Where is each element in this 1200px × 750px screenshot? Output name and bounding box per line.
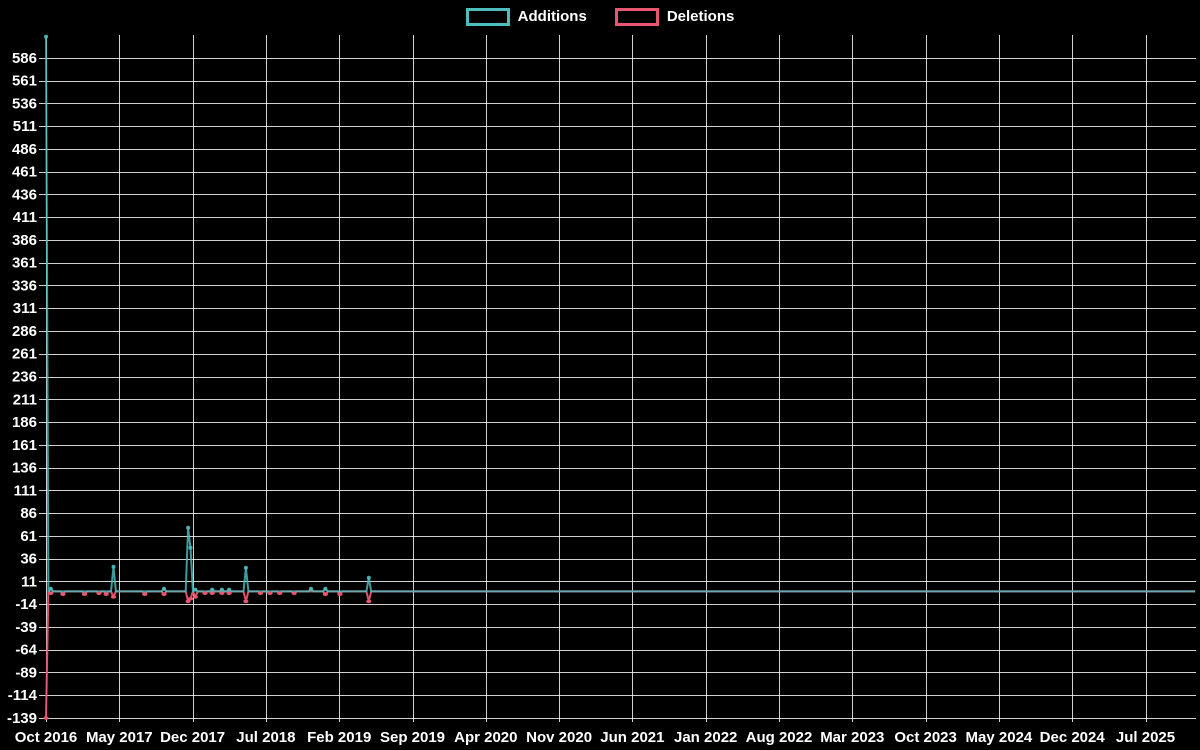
additions-point-marker[interactable] [111, 564, 116, 569]
additions-point-marker[interactable] [366, 575, 371, 580]
chart-legend: Additions Deletions [0, 6, 1200, 28]
y-tick-label: 111 [14, 482, 37, 499]
deletions-point-marker[interactable] [103, 592, 109, 596]
x-tick-label: Jun 2021 [600, 729, 664, 746]
x-tick-label: Mar 2023 [820, 729, 884, 746]
deletions-point-marker[interactable] [202, 591, 208, 595]
deletions-point-marker[interactable] [226, 591, 232, 595]
deletions-point-marker[interactable] [291, 591, 297, 595]
y-tick-label: 86 [20, 505, 37, 522]
x-tick-label: Jan 2022 [674, 729, 737, 746]
y-tick-label: 311 [13, 300, 37, 317]
y-tick-label: 211 [13, 391, 37, 408]
legend-item-deletions[interactable]: Deletions [614, 6, 735, 28]
legend-label-additions: Additions [517, 8, 587, 25]
y-tick-label: 411 [13, 209, 37, 226]
x-tick-label: Feb 2019 [307, 729, 371, 746]
y-tick-label: 386 [12, 232, 37, 249]
y-tick-label: 336 [12, 277, 37, 294]
y-tick-label: 486 [12, 141, 37, 158]
x-tick-label: Oct 2016 [15, 729, 78, 746]
deletions-point-marker[interactable] [185, 599, 191, 604]
deletions-point-marker[interactable] [110, 595, 117, 599]
y-tick-label: 136 [12, 460, 37, 477]
additions-point-marker[interactable] [219, 587, 224, 592]
deletions-point-marker[interactable] [267, 591, 273, 595]
additions-point-marker[interactable] [243, 565, 248, 570]
x-tick-label: Jul 2025 [1116, 729, 1175, 746]
axis-labels: 586 561 536 511 486 461 436 411 386 361 336 311 286 2… [7, 50, 1175, 746]
deletions-point-marker[interactable] [219, 591, 225, 595]
y-tick-label: 561 [12, 73, 37, 90]
x-tick-label: May 2024 [966, 729, 1033, 746]
deletions-line [45, 590, 1196, 719]
additions-point-marker[interactable] [323, 586, 328, 591]
x-tick-label: Jul 2018 [236, 729, 295, 746]
legend-label-deletions: Deletions [666, 8, 735, 25]
y-tick-label: 586 [12, 50, 37, 67]
x-tick-label: Apr 2020 [454, 729, 517, 746]
y-tick-label: 536 [12, 95, 37, 112]
x-tick-label: Nov 2020 [526, 729, 592, 746]
x-tick-label: Sep 2019 [380, 729, 445, 746]
y-tick-label: -139 [7, 710, 37, 727]
deletions-swatch-icon [614, 8, 659, 26]
y-tick-label: 61 [20, 528, 37, 545]
y-tick-label: 286 [12, 323, 37, 340]
deletions-point-marker[interactable] [322, 592, 328, 596]
deletions-point-marker[interactable] [209, 591, 215, 595]
deletions-point-marker[interactable] [161, 592, 167, 596]
y-tick-label: 11 [21, 573, 37, 590]
y-tick-label: 436 [12, 186, 37, 203]
deletions-point-marker[interactable] [187, 596, 194, 601]
deletions-point-marker[interactable] [277, 591, 283, 595]
grid [39, 35, 1196, 722]
y-tick-label: -114 [8, 687, 38, 704]
additions-point-marker[interactable] [48, 586, 53, 591]
additions-swatch-icon [465, 8, 510, 26]
y-tick-label: 261 [12, 346, 37, 363]
deletions-point-marker[interactable] [48, 591, 54, 595]
additions-point-marker[interactable] [309, 586, 313, 591]
deletions-point-marker[interactable] [257, 591, 263, 595]
deletions-point-marker[interactable] [366, 599, 372, 604]
deletions-point-marker[interactable] [43, 716, 49, 720]
y-tick-label: 461 [12, 164, 37, 181]
y-tick-label: 186 [12, 414, 37, 431]
deletions-point-marker[interactable] [243, 599, 249, 604]
x-tick-label: Dec 2017 [160, 729, 225, 746]
additions-point-marker[interactable] [210, 587, 215, 592]
y-tick-label: 361 [12, 255, 37, 272]
y-tick-label: -89 [15, 664, 37, 681]
additions-point-marker[interactable] [186, 525, 191, 530]
y-tick-label: 511 [13, 118, 37, 135]
legend-item-additions[interactable]: Additions [465, 6, 587, 28]
y-tick-label: 236 [12, 369, 37, 386]
additions-point-marker[interactable] [44, 34, 48, 39]
deletions-point-marker[interactable] [60, 592, 66, 596]
deletions-point-marker[interactable] [96, 591, 102, 595]
y-tick-label: -39 [15, 619, 37, 636]
y-tick-label: -64 [15, 642, 37, 659]
y-tick-label: 161 [12, 437, 37, 454]
deletions-point-marker[interactable] [81, 592, 88, 596]
deletions-point-marker[interactable] [337, 592, 343, 596]
y-tick-label: -14 [15, 596, 37, 613]
x-tick-label: Dec 2024 [1040, 729, 1106, 746]
y-tick-label: 36 [20, 551, 37, 568]
x-tick-label: May 2017 [86, 729, 153, 746]
deletions-point-marker[interactable] [192, 595, 198, 599]
additions-line [45, 36, 1196, 593]
additions-point-marker[interactable] [162, 586, 166, 591]
x-tick-label: Oct 2023 [894, 729, 957, 746]
x-tick-label: Aug 2022 [746, 729, 813, 746]
additions-point-marker[interactable] [188, 545, 193, 550]
deletions-point-marker[interactable] [142, 592, 148, 596]
additions-point-marker[interactable] [227, 587, 232, 592]
additions-point-marker[interactable] [193, 587, 198, 592]
data-point-markers [43, 34, 372, 720]
